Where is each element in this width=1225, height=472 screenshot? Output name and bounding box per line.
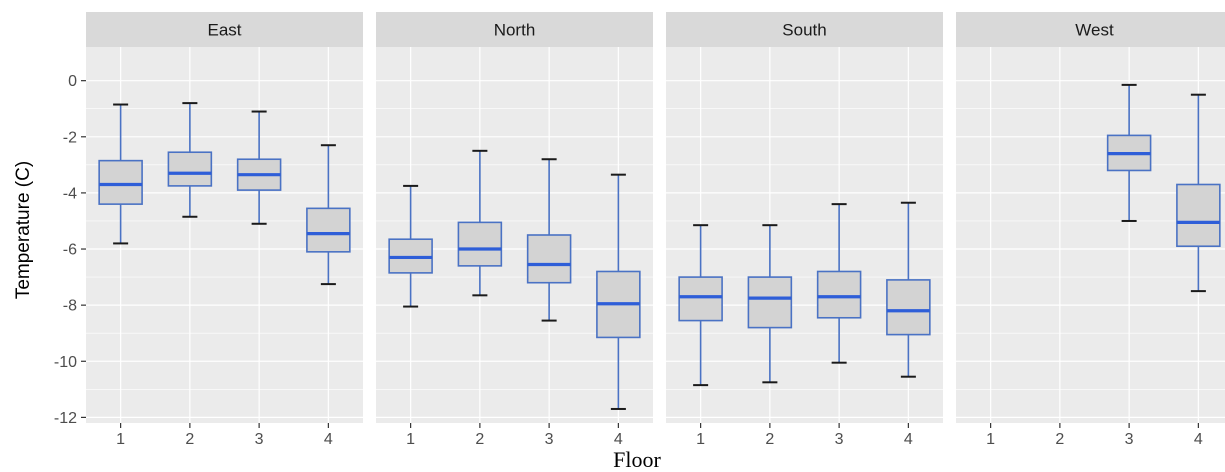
- boxplot-west-floor-3: [1106, 83, 1152, 222]
- x-axis-title: Floor: [613, 447, 661, 472]
- y-axis: 0 -2 -4 -6 -8 -10 -12: [54, 73, 86, 427]
- box-iqr: [457, 221, 503, 267]
- box-iqr: [98, 159, 143, 205]
- x-tick-label: 2: [185, 431, 194, 448]
- boxplot-south-floor-2: [747, 224, 793, 384]
- box-iqr: [747, 276, 793, 329]
- x-tick-label: 1: [406, 431, 415, 448]
- facet-strip-label: South: [782, 21, 826, 40]
- y-tick-label: -8: [63, 298, 77, 315]
- x-tick-label: 4: [324, 431, 333, 448]
- facet-panels: East 1 2 3 4 North 1 2 3 4 South 1 2 3 4 West 1 2 3 4: [86, 12, 1225, 448]
- x-tick-label: 1: [986, 431, 995, 448]
- y-tick-label: -6: [63, 242, 77, 259]
- box-iqr: [306, 207, 351, 253]
- facet-panel-north: North 1 2 3 4: [376, 12, 653, 448]
- facet-strip: [376, 12, 653, 47]
- x-tick-label: 3: [835, 431, 844, 448]
- box-iqr: [167, 151, 213, 187]
- x-tick-label: 3: [545, 431, 554, 448]
- x-tick-label: 4: [1194, 431, 1203, 448]
- box-iqr: [816, 270, 862, 319]
- y-tick-label: -10: [54, 354, 77, 371]
- y-tick-label: -2: [63, 129, 77, 146]
- x-tick-label: 3: [1125, 431, 1134, 448]
- panel-background: [376, 47, 653, 423]
- boxplot-south-floor-1: [678, 224, 723, 387]
- x-tick-label: 4: [614, 431, 623, 448]
- y-tick-label: -12: [54, 410, 77, 427]
- x-tick-label: 4: [904, 431, 913, 448]
- x-tick-label: 2: [475, 431, 484, 448]
- y-tick-label: 0: [68, 73, 77, 90]
- y-axis-title: Temperature (C): [13, 161, 34, 299]
- boxplot-east-floor-4: [306, 144, 351, 286]
- facet-strip-label: West: [1075, 21, 1114, 40]
- panel-background: [666, 47, 943, 423]
- x-tick-label: 2: [765, 431, 774, 448]
- facet-strip-label: North: [494, 21, 536, 40]
- facet-strip: [666, 12, 943, 47]
- box-iqr: [678, 276, 723, 322]
- boxplot-west-floor-4: [1176, 93, 1221, 293]
- box-iqr: [526, 234, 572, 284]
- y-tick-label: -4: [63, 185, 77, 202]
- facet-strip: [86, 12, 363, 47]
- box-iqr: [886, 279, 931, 336]
- x-tick-label: 1: [116, 431, 125, 448]
- boxplot-north-floor-3: [526, 158, 572, 322]
- facet-panel-east: East 1 2 3 4: [86, 12, 363, 448]
- boxplot-north-floor-1: [388, 184, 433, 308]
- x-tick-label: 3: [255, 431, 264, 448]
- boxplot-south-floor-3: [816, 203, 862, 364]
- boxplot-east-floor-3: [236, 110, 282, 225]
- facet-strip: [956, 12, 1225, 47]
- boxplot-east-floor-1: [98, 103, 143, 245]
- box-iqr: [1176, 183, 1221, 248]
- x-tick-label: 2: [1055, 431, 1064, 448]
- facet-panel-south: South 1 2 3 4: [666, 12, 943, 448]
- boxplot-east-floor-2: [167, 102, 213, 218]
- facet-strip-label: East: [207, 21, 241, 40]
- boxplot-north-floor-4: [596, 173, 641, 410]
- boxplot-south-floor-4: [886, 201, 931, 378]
- boxplot-north-floor-2: [457, 149, 503, 297]
- facet-panel-west: West 1 2 3 4: [956, 12, 1225, 448]
- x-tick-label: 1: [696, 431, 705, 448]
